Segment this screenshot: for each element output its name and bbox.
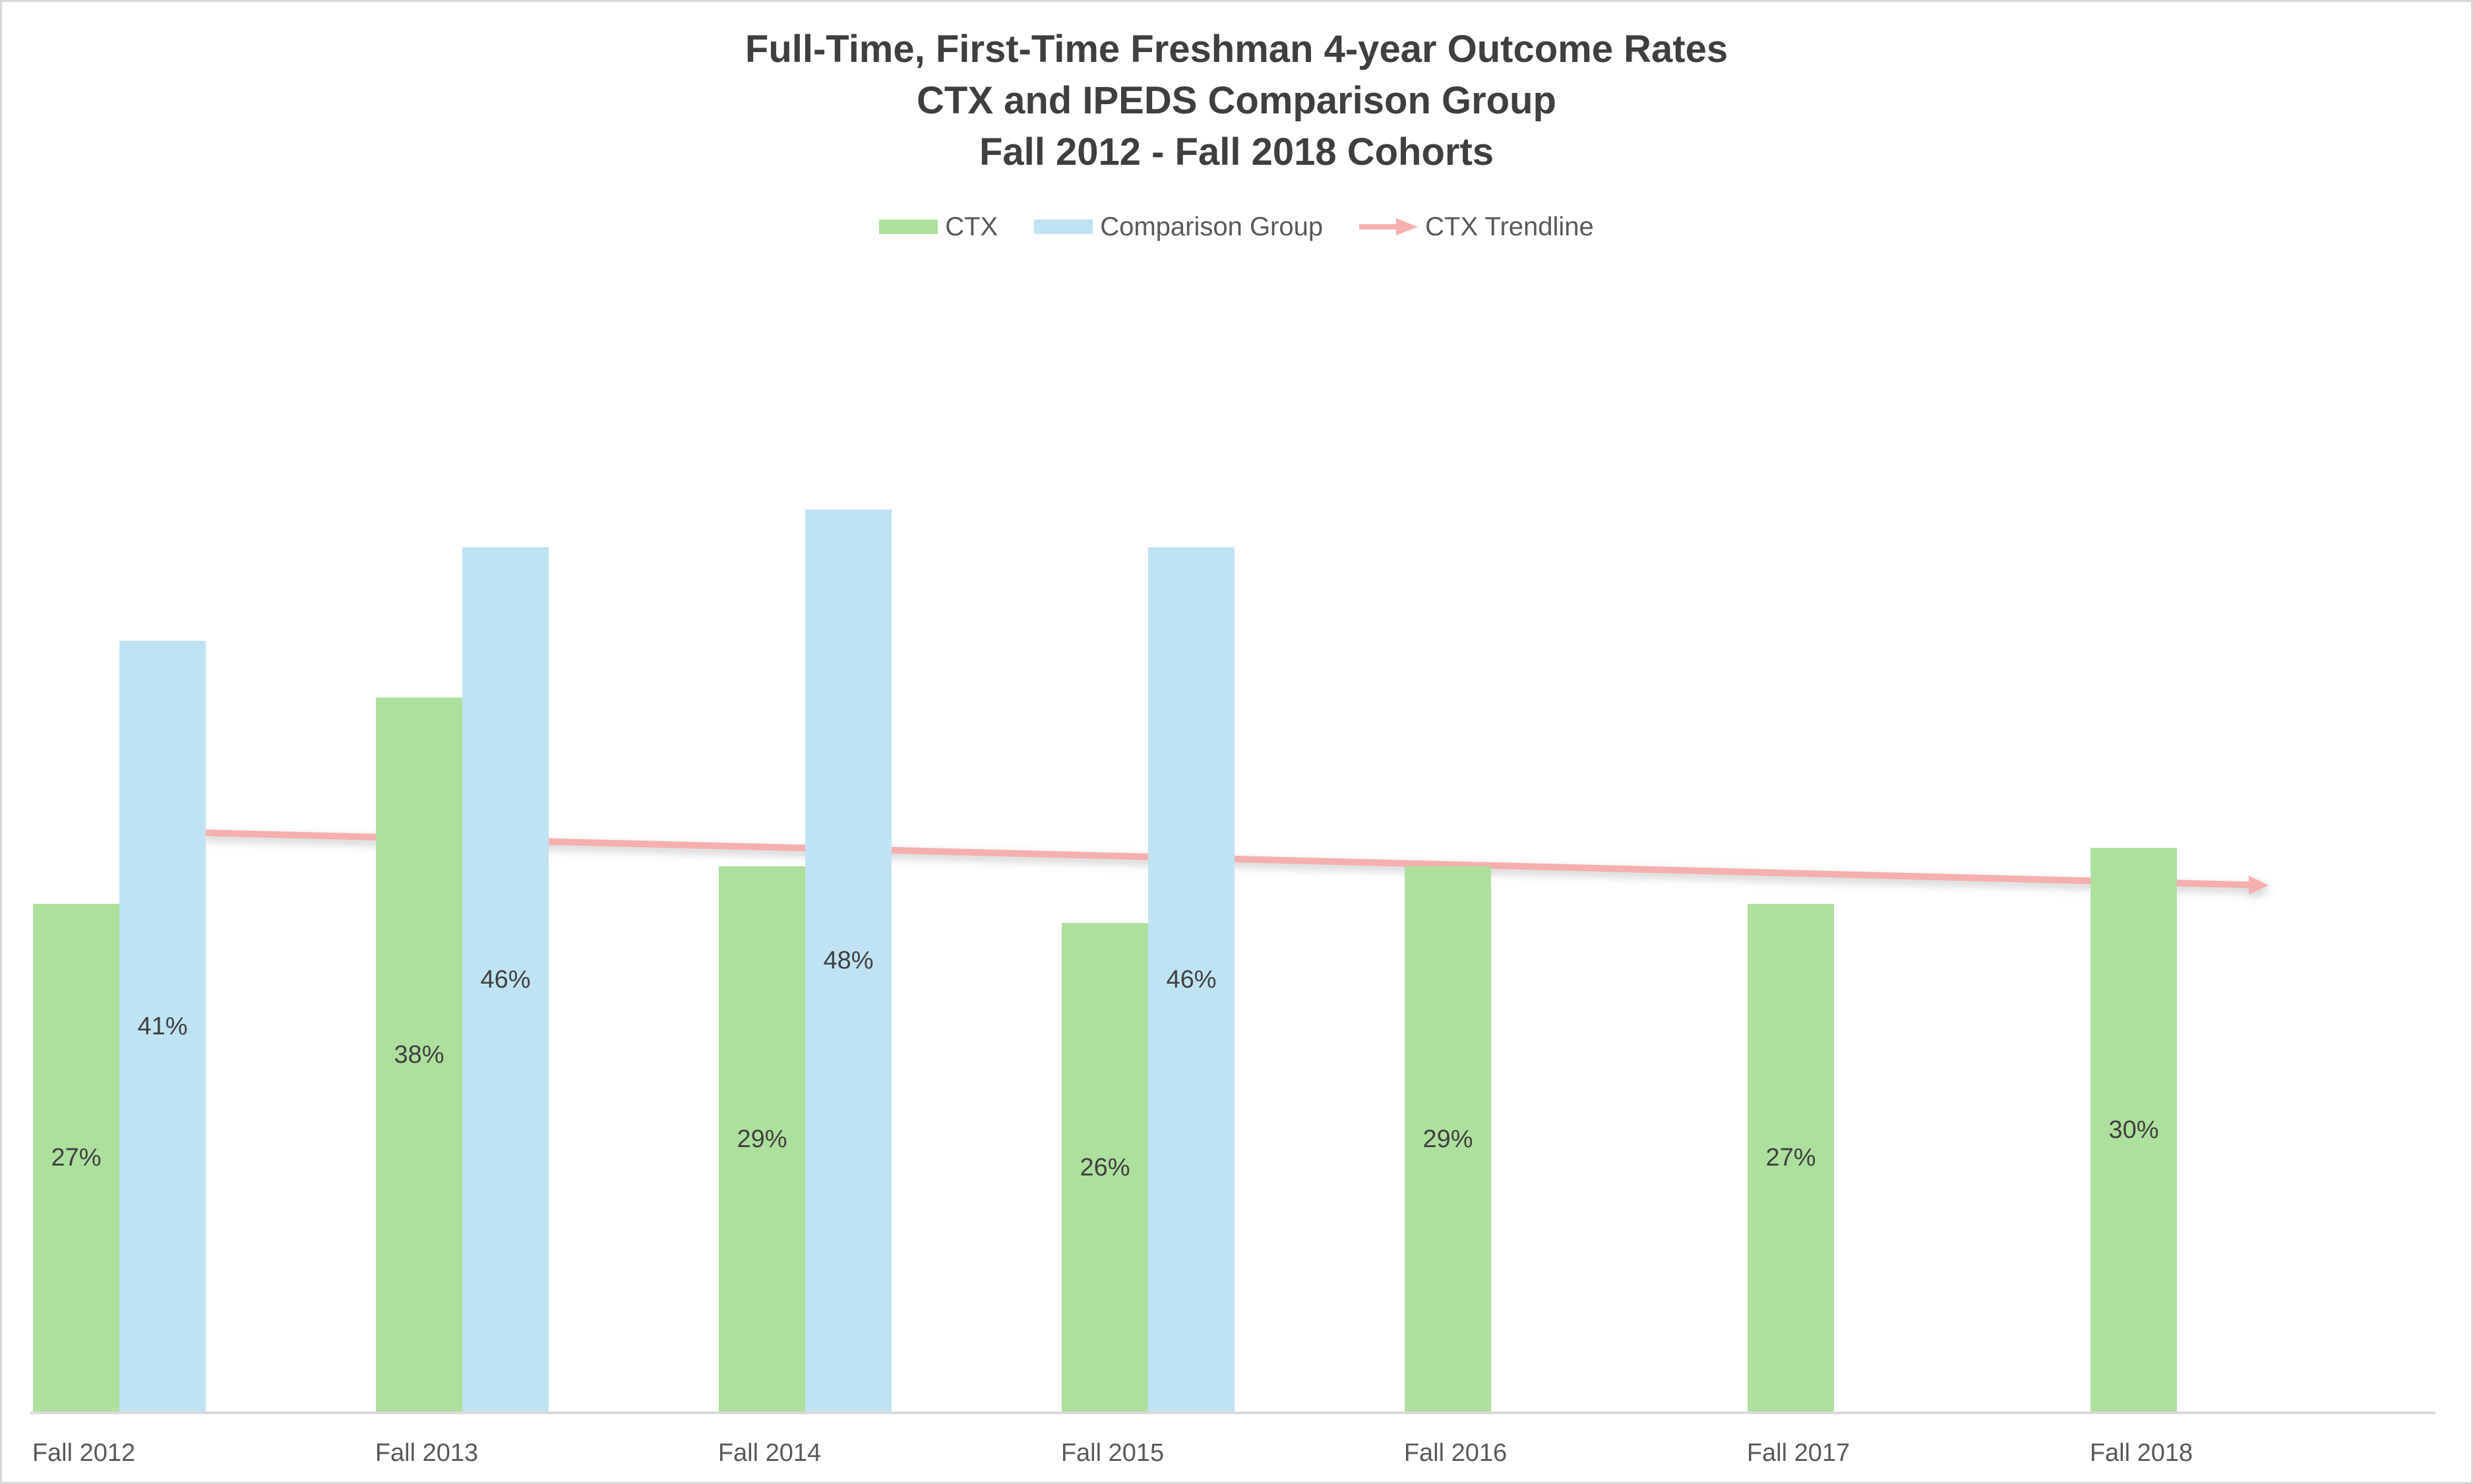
bar-label-comparison-group-fall-2015: 46% <box>1166 965 1217 994</box>
comparison-group-series-swatch-icon <box>1034 220 1093 234</box>
bar-ctx-fall-2016 <box>1405 866 1491 1411</box>
x-axis-label-fall-2014: Fall 2014 <box>717 1439 822 1467</box>
x-axis-label-fall-2018: Fall 2018 <box>2089 1439 2193 1467</box>
chart-title-line-1: Full-Time, First-Time Freshman 4-year Ou… <box>745 28 1728 71</box>
legend-label-ctx-trendline: CTX Trendline <box>1425 212 1594 241</box>
bar-comparison-group-fall-2013 <box>462 547 549 1411</box>
trendline-arrow-icon <box>1359 218 1419 235</box>
x-axis-label-fall-2012: Fall 2012 <box>32 1439 136 1467</box>
chart-title-line-3: Fall 2012 - Fall 2018 Cohorts <box>979 131 1494 173</box>
ctx-trendline-arrowhead-icon <box>2249 876 2269 895</box>
bar-label-ctx-fall-2014: 29% <box>737 1125 787 1153</box>
x-axis-label-fall-2016: Fall 2016 <box>1403 1439 1508 1467</box>
bar-label-ctx-fall-2018: 30% <box>2108 1115 2159 1144</box>
bar-label-comparison-group-fall-2014: 48% <box>823 947 874 974</box>
legend-item-ctx-trendline: CTX Trendline <box>1359 210 1594 244</box>
ctx-series-swatch-icon <box>879 220 938 234</box>
x-axis-label-fall-2013: Fall 2013 <box>375 1439 479 1467</box>
bar-ctx-fall-2015 <box>1062 923 1148 1411</box>
bar-label-ctx-fall-2013: 38% <box>394 1040 444 1069</box>
bar-comparison-group-fall-2012 <box>119 641 206 1411</box>
legend-item-comparison-group: Comparison Group <box>1034 210 1323 244</box>
legend-label-ctx: CTX <box>945 212 998 241</box>
x-axis-label-fall-2015: Fall 2015 <box>1060 1439 1165 1467</box>
bar-comparison-group-fall-2015 <box>1148 547 1235 1411</box>
bar-label-ctx-fall-2015: 26% <box>1080 1153 1130 1181</box>
x-axis-line <box>30 1411 2435 1414</box>
bar-label-comparison-group-fall-2012: 41% <box>137 1012 188 1040</box>
chart-legend: CTX Comparison Group CTX Trendline <box>0 210 2473 244</box>
legend-item-ctx: CTX <box>879 210 998 244</box>
bar-label-comparison-group-fall-2013: 46% <box>480 965 531 994</box>
bar-label-ctx-fall-2016: 29% <box>1422 1125 1473 1153</box>
x-axis-label-fall-2017: Fall 2017 <box>1746 1439 1850 1467</box>
bar-ctx-fall-2013 <box>376 697 462 1411</box>
bar-ctx-fall-2012 <box>33 904 119 1411</box>
bar-comparison-group-fall-2014 <box>805 510 892 1411</box>
bar-ctx-fall-2017 <box>1748 904 1834 1411</box>
chart-title-line-2: CTX and IPEDS Comparison Group <box>917 79 1556 122</box>
bar-label-ctx-fall-2012: 27% <box>51 1144 102 1172</box>
bar-label-ctx-fall-2017: 27% <box>1765 1144 1816 1172</box>
chart-title: Full-Time, First-Time Freshman 4-year Ou… <box>0 24 2473 178</box>
bar-ctx-fall-2014 <box>719 866 805 1411</box>
legend-label-comparison-group: Comparison Group <box>1100 212 1324 241</box>
bar-ctx-fall-2018 <box>2091 848 2177 1411</box>
